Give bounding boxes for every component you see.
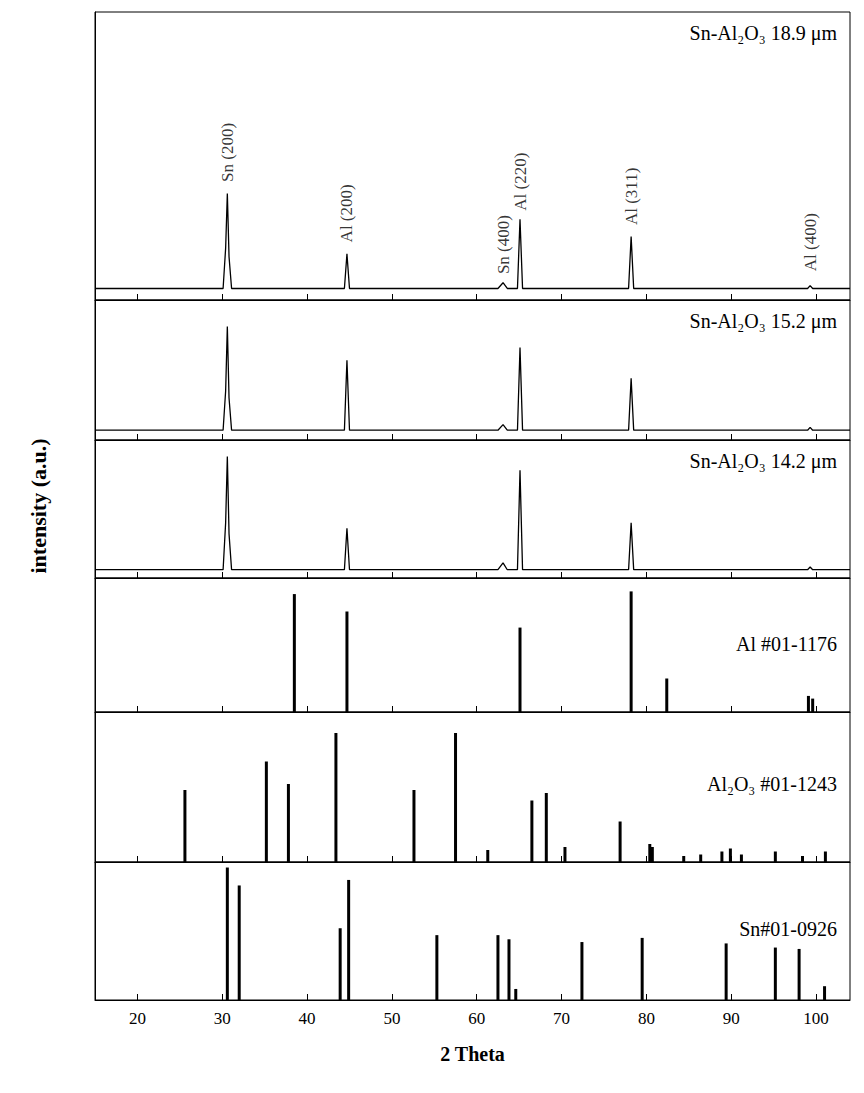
svg-text:20: 20 [129, 1009, 146, 1028]
svg-text:Al (220): Al (220) [511, 153, 530, 211]
svg-text:Sn-Al₂O₃ 15.2 μm: Sn-Al₂O₃ 15.2 μm [690, 310, 838, 333]
svg-text:Al (311): Al (311) [622, 168, 641, 225]
svg-text:Sn#01-0926: Sn#01-0926 [739, 918, 837, 940]
svg-text:Sn (400): Sn (400) [494, 215, 513, 274]
svg-text:80: 80 [638, 1009, 655, 1028]
svg-text:Al₂O₃ #01-1243: Al₂O₃ #01-1243 [707, 773, 837, 795]
svg-text:Al (400): Al (400) [801, 213, 820, 271]
svg-text:90: 90 [723, 1009, 740, 1028]
svg-text:intensity (a.u.): intensity (a.u.) [26, 438, 51, 573]
svg-text:Al (200): Al (200) [337, 184, 356, 242]
svg-text:Sn-Al₂O₃ 14.2 μm: Sn-Al₂O₃ 14.2 μm [690, 450, 838, 473]
svg-text:50: 50 [383, 1009, 400, 1028]
svg-text:Sn (200): Sn (200) [218, 123, 237, 182]
svg-text:40: 40 [299, 1009, 316, 1028]
svg-text:60: 60 [468, 1009, 485, 1028]
svg-text:Sn-Al₂O₃ 18.9 μm: Sn-Al₂O₃ 18.9 μm [690, 22, 838, 45]
svg-text:30: 30 [214, 1009, 231, 1028]
svg-text:70: 70 [553, 1009, 570, 1028]
svg-text:100: 100 [803, 1009, 829, 1028]
svg-text:2 Theta: 2 Theta [440, 1043, 505, 1065]
svg-text:Al #01-1176: Al #01-1176 [736, 633, 837, 655]
